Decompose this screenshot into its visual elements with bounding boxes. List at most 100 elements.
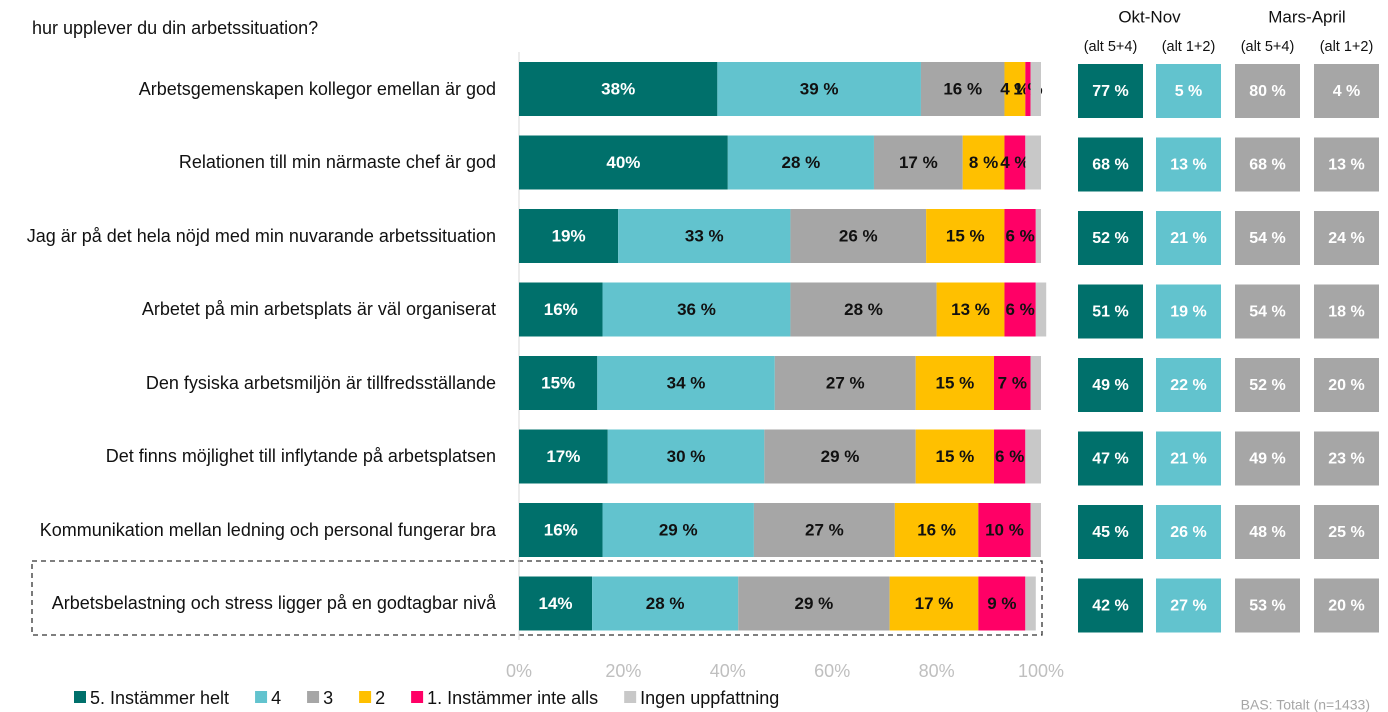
bar-segment: [602, 282, 791, 337]
summary-label: 26 %: [1170, 524, 1206, 541]
data-label: 16 %: [917, 520, 956, 539]
summary-label: 13 %: [1170, 157, 1206, 174]
category-label: Det finns möjlighet till inflytande på a…: [0, 430, 496, 484]
bar-segment: [978, 576, 1026, 631]
summary-label: 27 %: [1170, 598, 1206, 615]
bar-segment: [1004, 209, 1036, 263]
summary-label: 42 %: [1092, 598, 1128, 615]
bar-segment: [915, 356, 995, 410]
summary-label: 52 %: [1249, 377, 1285, 394]
summary-column-title: (alt 5+4): [1084, 39, 1138, 55]
bar-segment: [607, 429, 765, 484]
data-label: 16 %: [943, 79, 982, 98]
data-label: 15%: [541, 373, 575, 392]
summary-box: [1314, 284, 1379, 339]
data-label: 9 %: [987, 594, 1016, 613]
data-label: 6 %: [1005, 226, 1034, 245]
bar-segment: [1025, 429, 1041, 484]
bar-segment: [597, 356, 775, 410]
data-label: 17 %: [899, 153, 938, 172]
data-label: 28 %: [646, 594, 685, 613]
summary-label: 54 %: [1249, 304, 1285, 321]
summary-box: [1078, 284, 1143, 339]
x-tick-label: 0%: [506, 661, 532, 681]
footnote: BAS: Totalt (n=1433): [1241, 697, 1370, 712]
summary-label: 5 %: [1175, 83, 1203, 100]
data-label: 28 %: [782, 153, 821, 172]
data-label: 40%: [606, 153, 640, 172]
bar-segment: [915, 429, 995, 484]
data-label: 27 %: [805, 520, 844, 539]
bar-segment: [1025, 576, 1036, 631]
summary-label: 23 %: [1328, 451, 1364, 468]
summary-label: 24 %: [1328, 230, 1364, 247]
bar-segment: [926, 209, 1005, 263]
bar-segment: [1025, 135, 1041, 190]
summary-label: 21 %: [1170, 451, 1206, 468]
summary-label: 25 %: [1328, 524, 1364, 541]
category-label: Den fysiska arbetsmiljön är tillfredsstä…: [0, 356, 496, 410]
data-label: 4 %: [1000, 79, 1029, 98]
bar-segment: [519, 282, 603, 337]
x-tick-label: 60%: [814, 661, 850, 681]
data-label: 7 %: [998, 373, 1027, 392]
legend-label: 4: [271, 688, 281, 708]
bar-segment: [1030, 62, 1041, 116]
bar-segment: [894, 503, 979, 557]
summary-label: 49 %: [1092, 377, 1128, 394]
summary-box: [1156, 137, 1221, 192]
legend-label: Ingen uppfattning: [640, 688, 779, 708]
summary-box: [1156, 358, 1221, 412]
data-label: 26 %: [839, 226, 878, 245]
summary-column-title: (alt 5+4): [1241, 39, 1295, 55]
bar-segment: [978, 503, 1031, 557]
summary-box: [1235, 431, 1300, 486]
summary-label: 54 %: [1249, 230, 1285, 247]
category-label: Kommunikation mellan ledning och persona…: [0, 503, 496, 557]
bar-segment: [592, 576, 739, 631]
summary-box: [1235, 578, 1300, 633]
category-text: Arbetsbelastning och stress ligger på en…: [51, 593, 496, 613]
summary-label: 45 %: [1092, 524, 1128, 541]
summary-box: [1078, 64, 1143, 118]
summary-label: 51 %: [1092, 304, 1128, 321]
summary-box: [1078, 578, 1143, 633]
highlight-box: [31, 560, 1043, 636]
bar-segment: [519, 135, 728, 190]
bar-segment: [519, 209, 619, 263]
data-label: 6 %: [995, 447, 1024, 466]
summary-group-title: Okt-Nov: [1118, 7, 1181, 26]
summary-label: 77 %: [1092, 83, 1128, 100]
data-label: 33 %: [685, 226, 724, 245]
bar-segment: [936, 282, 1005, 337]
summary-label: 4 %: [1333, 83, 1361, 100]
bar-segment: [1004, 282, 1036, 337]
bar-segment: [519, 576, 593, 631]
data-label: 17 %: [915, 594, 954, 613]
summary-box: [1156, 284, 1221, 339]
bar-segment: [618, 209, 791, 263]
summary-box: [1078, 211, 1143, 265]
bar-segment: [790, 282, 937, 337]
legend-swatch: [411, 691, 424, 703]
bar-segment: [519, 62, 718, 116]
x-tick-label: 80%: [919, 661, 955, 681]
summary-box: [1235, 211, 1300, 265]
summary-label: 21 %: [1170, 230, 1206, 247]
data-label: 10 %: [985, 520, 1024, 539]
bar-segment: [1035, 209, 1041, 263]
summary-box: [1235, 137, 1300, 192]
summary-box: [1314, 431, 1379, 486]
category-label: Relationen till min närmaste chef är god: [0, 136, 496, 190]
bar-segment: [962, 135, 1005, 190]
bar-segment: [1025, 62, 1031, 116]
summary-label: 13 %: [1328, 157, 1364, 174]
bar-segment: [790, 209, 927, 263]
data-label: 16%: [544, 300, 578, 319]
bar-segment: [753, 503, 895, 557]
summary-label: 80 %: [1249, 83, 1285, 100]
bar-segment: [994, 429, 1026, 484]
bar-segment: [1030, 356, 1041, 410]
